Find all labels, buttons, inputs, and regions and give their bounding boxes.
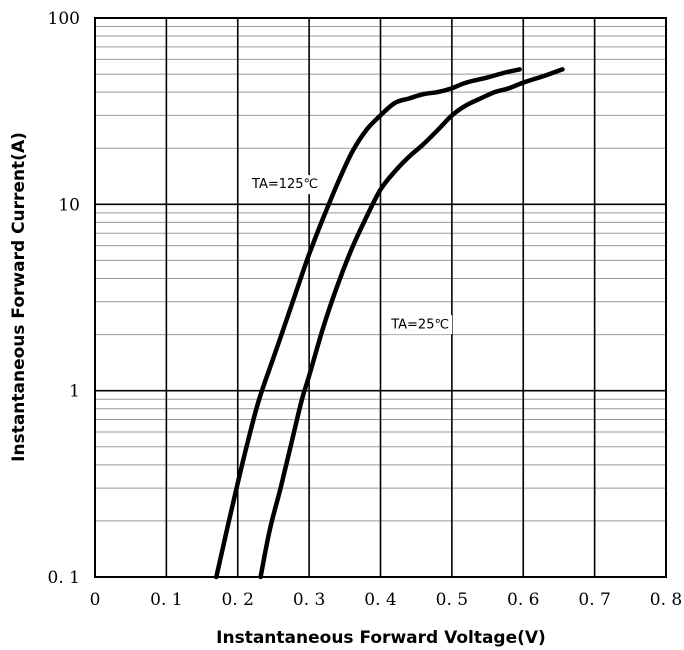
x-tick-label: 0. 2 xyxy=(222,590,254,610)
x-tick-label: 0. 8 xyxy=(650,590,682,610)
y-tick-label: 0. 1 xyxy=(48,568,80,588)
plot-frame xyxy=(94,17,667,578)
y-tick-labels: 0. 1 1 10 100 xyxy=(48,9,80,588)
x-tick-labels: 0 0. 1 0. 2 0. 3 0. 4 0. 5 0. 6 0. 7 0. 8 xyxy=(90,590,683,610)
major-gridlines xyxy=(94,17,667,578)
x-tick-label: 0. 5 xyxy=(436,590,468,610)
y-tick-label: 100 xyxy=(48,9,80,29)
annotation-background xyxy=(248,175,322,195)
series-layer xyxy=(214,67,565,580)
x-tick-label: 0. 4 xyxy=(364,590,396,610)
annotations: TA=125℃ TA=25℃ xyxy=(248,175,453,335)
x-tick-label: 0. 3 xyxy=(293,590,325,610)
y-axis-title: Instantaneous Forward Current(A) xyxy=(9,132,29,462)
x-tick-label: 0. 7 xyxy=(578,590,610,610)
series-line-1 xyxy=(214,67,522,580)
y-tick-label: 1 xyxy=(69,382,80,402)
x-axis-title: Instantaneous Forward Voltage(V) xyxy=(216,628,546,648)
series-line-2 xyxy=(258,67,565,580)
annotation-label-2: TA=25℃ xyxy=(390,317,449,332)
annotation-label-1: TA=125℃ xyxy=(251,177,318,192)
y-tick-label: 10 xyxy=(58,195,80,215)
x-tick-label: 0. 1 xyxy=(150,590,182,610)
x-tick-label: 0. 6 xyxy=(507,590,539,610)
annotation-background xyxy=(387,315,453,335)
x-tick-label: 0 xyxy=(90,590,101,610)
